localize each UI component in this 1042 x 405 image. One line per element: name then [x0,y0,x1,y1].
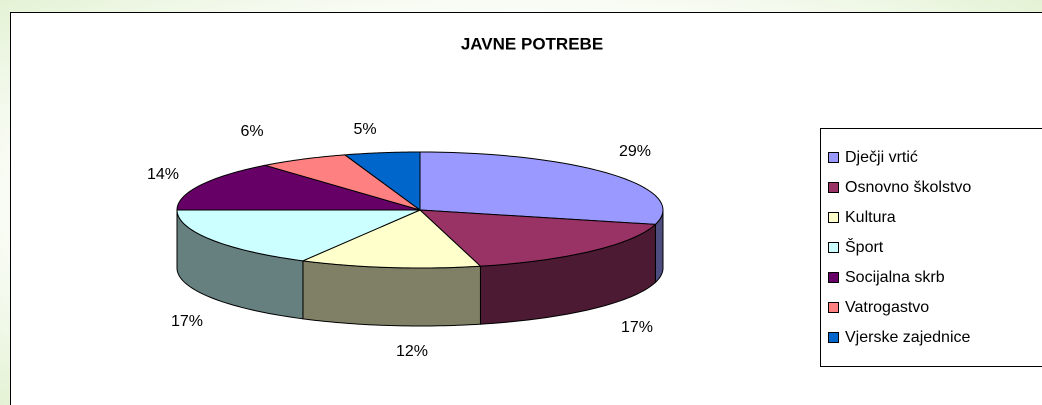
legend [820,128,1042,367]
legend-label: Dječji vrtić [845,149,918,166]
slice [301,209,482,269]
legend-label: Šport [845,237,884,256]
legend-label: Socijalna skrb [845,269,945,286]
slice [264,154,421,211]
legend-swatch [828,302,839,313]
legend-swatch [828,182,839,193]
legend-label: Vjerske zajednice [845,329,971,346]
data-label: 12% [396,343,428,360]
data-label: 29% [619,143,651,160]
slice-side [302,260,481,327]
slice [176,209,421,262]
legend-label: Kultura [845,209,896,226]
data-label: 5% [353,121,376,138]
legend-swatch [828,212,839,223]
legend-swatch [828,152,839,163]
legend-label: Osnovno školstvo [845,179,971,196]
slice [343,151,421,211]
data-label: 17% [621,319,653,336]
data-label: 6% [240,123,263,140]
legend-swatch [828,332,839,343]
legend-swatch [828,242,839,253]
slice [176,164,421,211]
chart-title: JAVNE POTREBE [461,34,603,53]
slice [419,151,664,225]
data-label: 17% [171,313,203,330]
data-label: 14% [147,166,179,183]
legend-swatch [828,272,839,283]
legend-label: Vatrogastvo [845,299,929,316]
slice [418,209,657,267]
